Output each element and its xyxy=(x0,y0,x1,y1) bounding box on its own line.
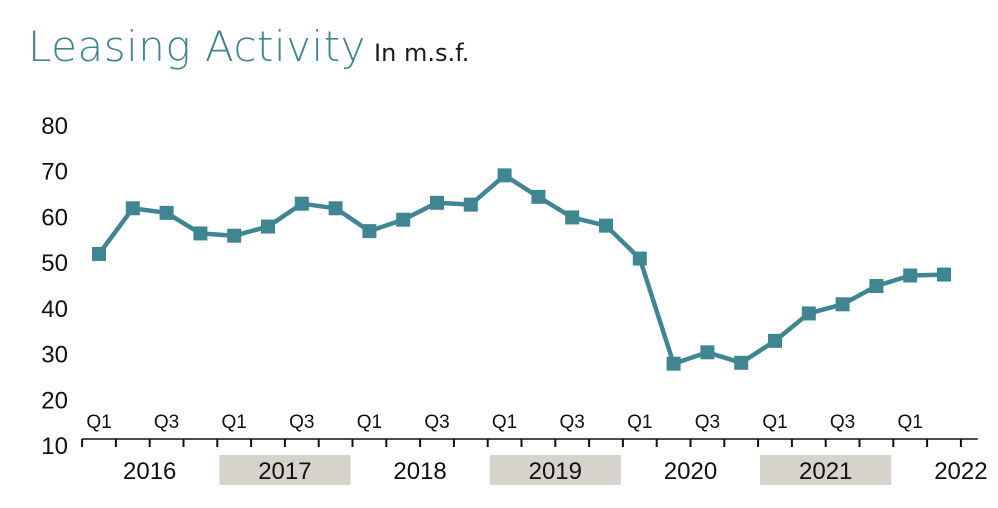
quarter-tick-label: Q1 xyxy=(86,412,111,433)
y-tick-label: 60 xyxy=(41,204,68,231)
data-point xyxy=(497,168,512,183)
year-band xyxy=(219,455,351,485)
y-tick-label: 30 xyxy=(41,342,68,369)
data-point xyxy=(599,218,613,233)
quarter-tick-label: Q3 xyxy=(830,412,855,433)
year-label: 2020 xyxy=(664,458,717,485)
chart-title-block: Leasing Activity In m.s.f. xyxy=(28,22,469,71)
data-point xyxy=(328,201,343,216)
data-point xyxy=(430,195,444,210)
data-point xyxy=(632,251,647,266)
year-band xyxy=(760,455,892,485)
quarter-tick-label: Q3 xyxy=(424,412,449,433)
quarter-tick-label: Q3 xyxy=(154,412,179,433)
data-point xyxy=(937,267,951,282)
data-point xyxy=(903,268,918,283)
data-point xyxy=(700,345,715,360)
quarter-tick-label: Q1 xyxy=(627,412,652,433)
year-label: 2021 xyxy=(799,458,852,485)
data-point xyxy=(463,197,478,212)
series-line xyxy=(97,173,945,366)
quarter-tick-label: Q1 xyxy=(492,412,517,433)
data-point xyxy=(227,228,242,243)
quarter-tick-label: Q3 xyxy=(695,412,720,433)
quarter-tick-label: Q1 xyxy=(222,412,247,433)
data-point xyxy=(869,279,884,293)
quarter-tick-label: Q3 xyxy=(560,412,585,433)
data-point xyxy=(362,224,377,239)
chart-subtitle: In m.s.f. xyxy=(374,39,470,67)
quarter-tick-label: Q1 xyxy=(357,412,382,433)
year-band xyxy=(489,455,621,485)
data-point xyxy=(835,297,850,312)
quarter-tick-label: Q1 xyxy=(762,412,787,433)
data-point xyxy=(92,247,106,261)
year-label: 2022 xyxy=(934,458,987,485)
year-label: 2017 xyxy=(258,458,311,485)
y-tick-label: 20 xyxy=(41,387,68,414)
data-point xyxy=(396,212,411,227)
data-point xyxy=(734,355,749,370)
year-label: 2018 xyxy=(393,458,446,485)
data-point xyxy=(125,201,140,216)
year-label: 2016 xyxy=(123,458,176,485)
data-point xyxy=(159,205,174,220)
y-tick-label: 50 xyxy=(41,250,68,277)
quarter-tick-label: Q1 xyxy=(898,412,923,433)
y-tick-label: 70 xyxy=(41,159,68,186)
y-tick-label: 80 xyxy=(41,113,68,140)
chart-title: Leasing Activity xyxy=(28,22,367,71)
data-point xyxy=(531,189,546,204)
data-point xyxy=(565,210,580,225)
quarter-tick-label: Q3 xyxy=(289,412,314,433)
data-point xyxy=(666,356,681,371)
data-point xyxy=(801,306,816,321)
y-tick-label: 10 xyxy=(41,433,68,460)
data-point xyxy=(193,226,208,241)
data-point xyxy=(294,196,309,211)
data-point xyxy=(261,219,275,234)
year-label: 2019 xyxy=(529,458,582,485)
y-tick-label: 40 xyxy=(41,296,68,323)
data-point xyxy=(768,333,782,348)
